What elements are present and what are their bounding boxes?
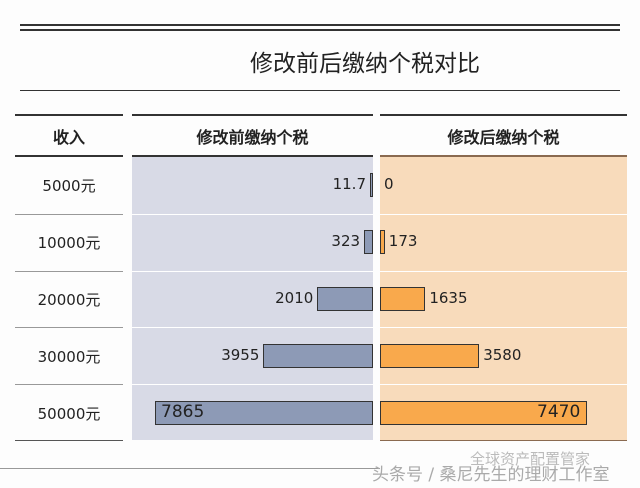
header-bottom-rule-after [380, 155, 627, 157]
row-divider [15, 384, 123, 386]
row-divider [132, 270, 373, 272]
row-divider [380, 327, 627, 329]
watermark-line1: 全球资产配置管家 [470, 450, 591, 468]
header-rule-left [15, 114, 123, 116]
watermark-line2: 头条号 / 桑尼先生的理财工作室 [372, 465, 610, 485]
row-divider [380, 213, 627, 215]
income-label: 10000元 [37, 234, 101, 253]
after-value-label: 1635 [429, 289, 468, 307]
income-label: 5000元 [42, 177, 96, 196]
before-bar [364, 230, 373, 255]
income-header: 收入 [52, 128, 85, 147]
header-bottom-rule [15, 155, 123, 157]
header-bottom-rule-before [132, 155, 373, 157]
income-label: 30000元 [37, 347, 101, 366]
income-label: 20000元 [37, 291, 101, 309]
row-divider [380, 384, 627, 386]
after-header: 修改后缴纳个税 [447, 128, 560, 147]
row-divider [132, 327, 373, 329]
after-value-label: 0 [384, 175, 394, 194]
header-rule-before [132, 114, 373, 116]
bottom-rule [380, 440, 627, 441]
after-bar [380, 400, 588, 425]
row-divider [15, 213, 123, 215]
row-divider [380, 270, 627, 272]
after-bar [380, 230, 385, 255]
after-value-label: 3580 [483, 345, 522, 364]
before-value-label: 7865 [161, 401, 205, 422]
header-rule-after [380, 114, 627, 116]
footer-rule [0, 468, 380, 469]
before-value-label: 11.7 [332, 175, 366, 194]
row-divider [132, 213, 373, 215]
row-divider [15, 327, 123, 329]
row-divider [15, 270, 123, 272]
after-bar [380, 287, 426, 311]
chart-title: 修改前后缴纳个税对比 [250, 51, 480, 77]
top-rule [20, 24, 620, 26]
bottom-rule [15, 440, 123, 441]
before-bar [263, 343, 373, 368]
after-value-label: 173 [388, 232, 418, 251]
before-value-label: 2010 [275, 289, 314, 307]
income-label: 50000元 [37, 404, 101, 423]
title-rule [20, 90, 620, 91]
before-bar [155, 400, 373, 425]
before-value-label: 3955 [221, 345, 260, 364]
before-value-label: 323 [331, 232, 361, 251]
before-bar [317, 287, 373, 311]
after-bar [380, 343, 480, 368]
row-divider [132, 384, 373, 386]
before-bar [370, 173, 373, 198]
after-value-label: 7470 [537, 401, 581, 422]
before-header: 修改前缴纳个税 [196, 128, 309, 147]
top-rule-2 [20, 29, 620, 31]
